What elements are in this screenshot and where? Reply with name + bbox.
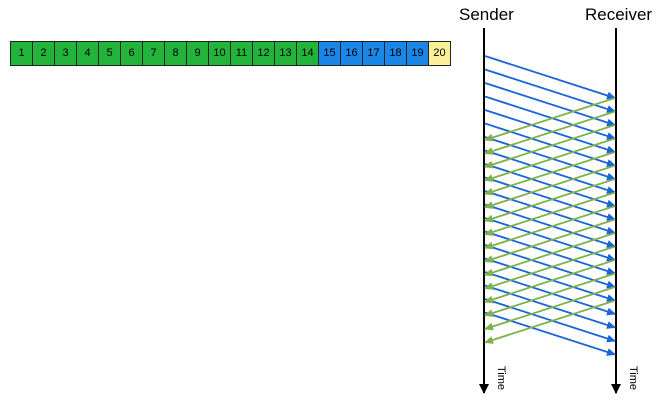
packet-cell-7: 7 — [142, 41, 165, 66]
ack-arrow — [484, 191, 616, 236]
packet-cell-19: 19 — [406, 41, 429, 66]
packet-cell-11: 11 — [230, 41, 253, 66]
ack-arrow — [484, 286, 616, 331]
ack-arrow — [484, 299, 616, 344]
data-arrow — [484, 284, 616, 329]
receiver-label: Receiver — [585, 5, 653, 24]
ack-arrow — [484, 124, 616, 169]
data-arrow — [484, 311, 616, 356]
sender-label: Sender — [459, 5, 514, 24]
packet-cell-4: 4 — [76, 41, 99, 66]
ack-arrow — [484, 205, 616, 250]
receiver-time-label: Time — [627, 366, 639, 390]
ack-arrow — [484, 259, 616, 304]
packet-cell-15: 15 — [318, 41, 341, 66]
sender-time-label: Time — [495, 366, 507, 390]
ack-arrow — [484, 232, 616, 277]
data-arrow — [484, 298, 616, 343]
packet-cell-20: 20 — [428, 41, 451, 66]
packet-cell-16: 16 — [340, 41, 363, 66]
ack-arrow — [484, 218, 616, 263]
packet-cell-17: 17 — [362, 41, 385, 66]
ack-arrow — [484, 137, 616, 182]
ack-arrow — [484, 164, 616, 209]
ack-arrow — [484, 151, 616, 196]
ack-arrow — [484, 245, 616, 290]
ack-arrow — [484, 97, 616, 142]
data-arrow — [484, 55, 616, 100]
ack-arrow — [484, 178, 616, 223]
ack-arrow — [484, 110, 616, 155]
packet-sequence: 1 2 3 4 5 6 7 8 9 10 11 12 13 14 15 16 17 18 19 20 — [10, 41, 451, 66]
ack-arrow — [484, 272, 616, 317]
